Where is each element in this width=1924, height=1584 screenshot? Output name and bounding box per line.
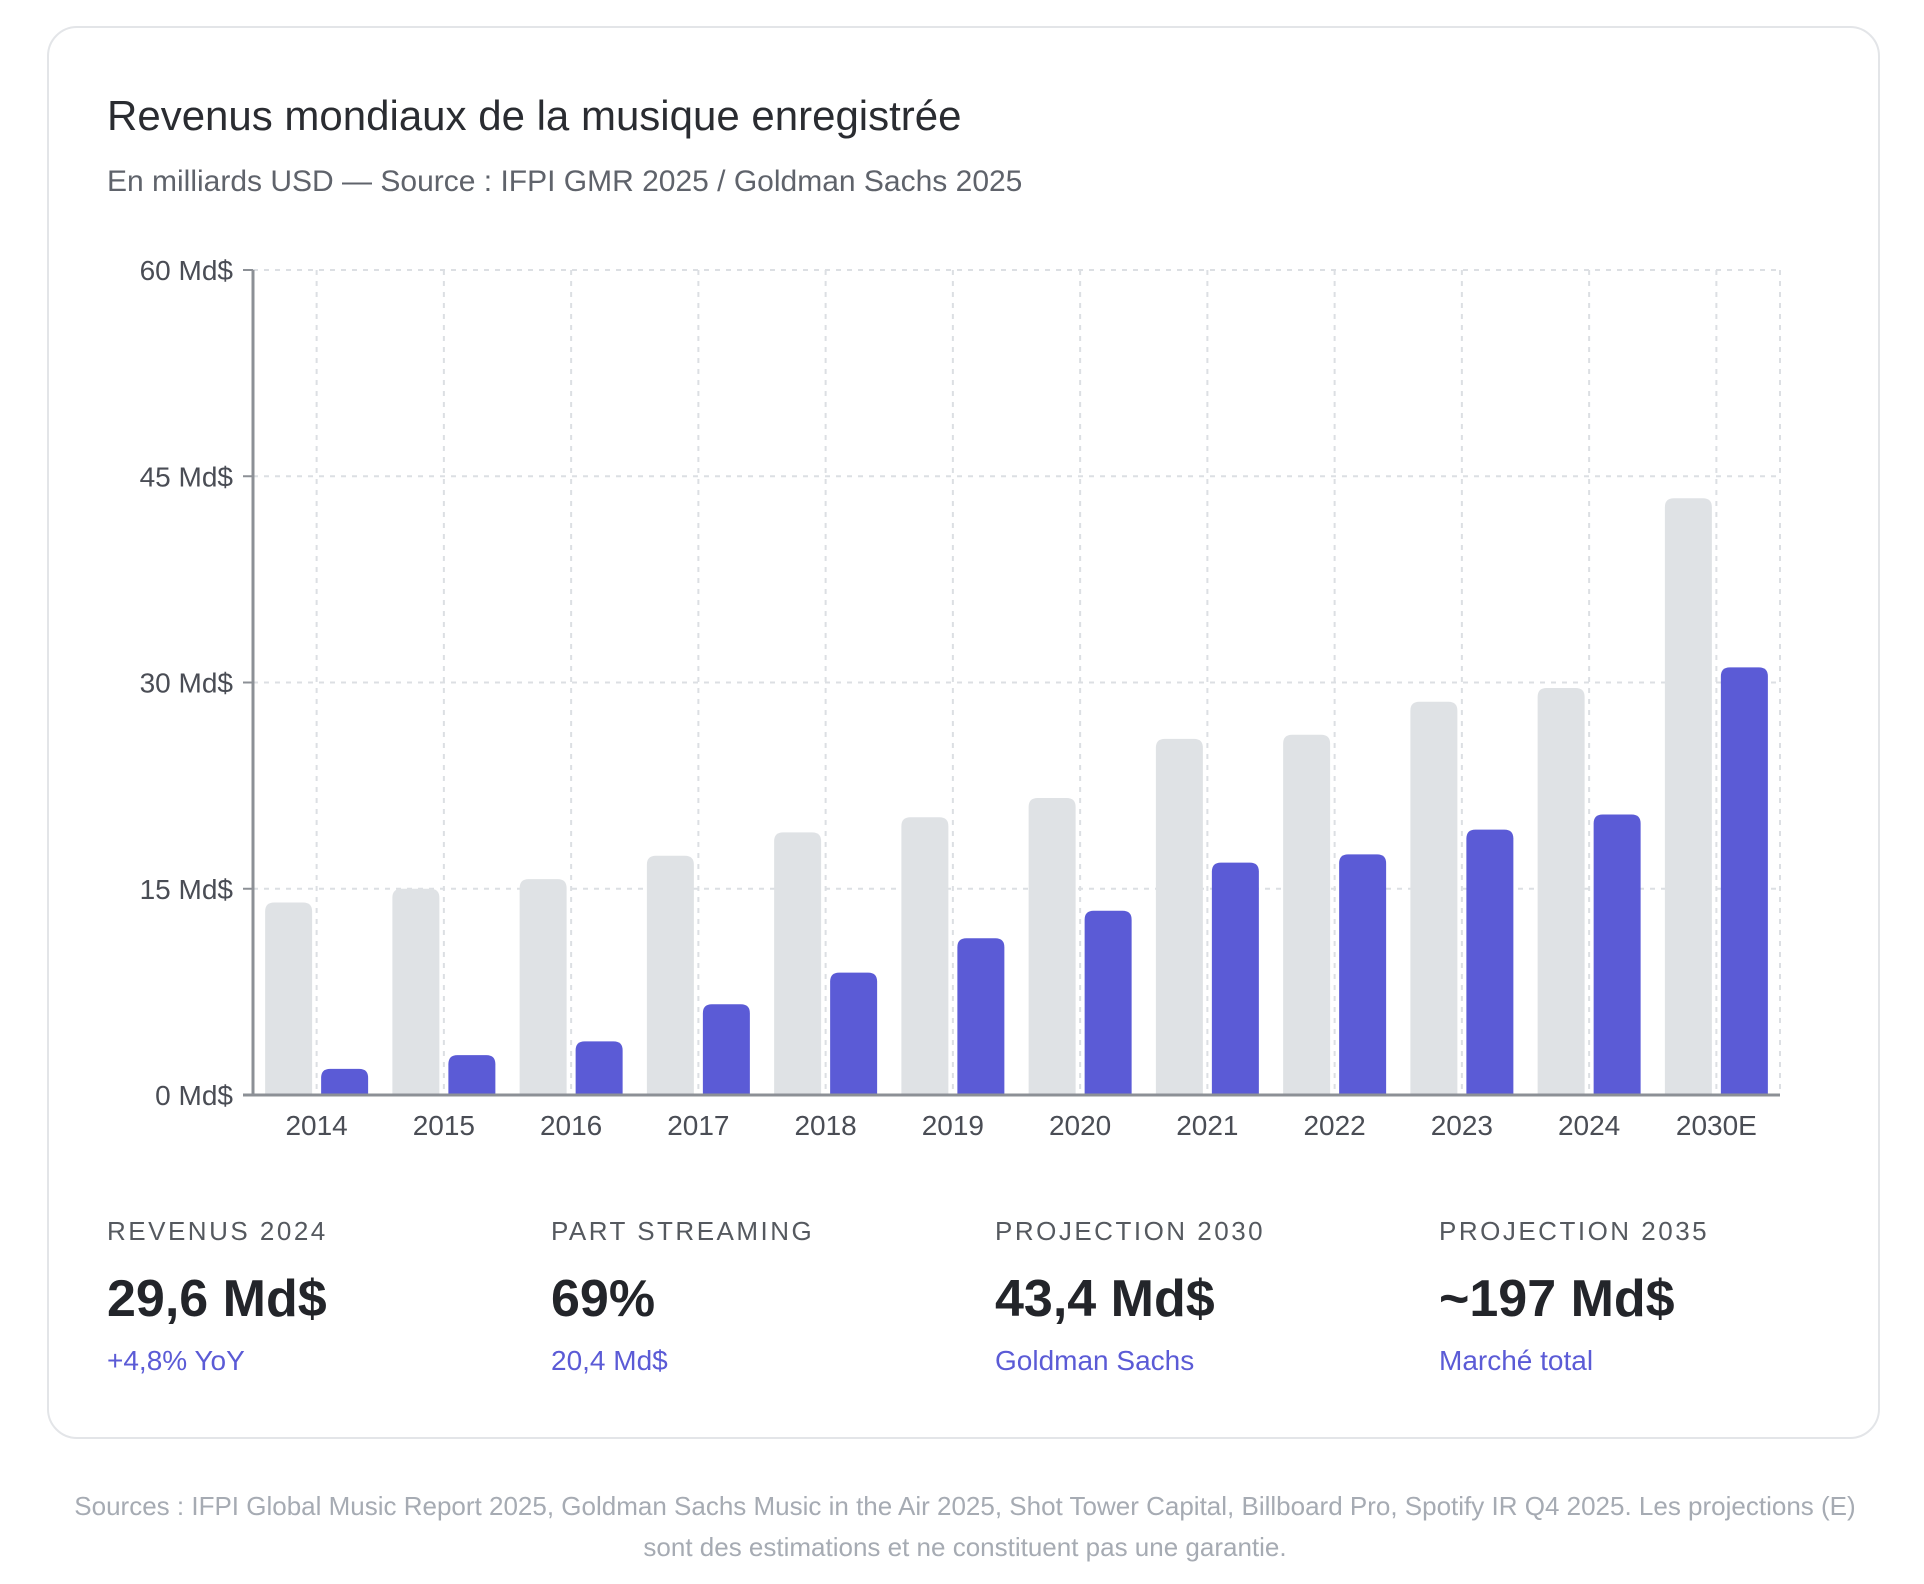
y-tick-label: 0 Md$ (155, 1080, 233, 1111)
bar-streaming-2019 (957, 938, 1005, 1095)
bar-total-2017 (646, 855, 694, 1095)
stat-value: 43,4 Md$ (995, 1270, 1215, 1328)
bar-total-2024 (1537, 688, 1585, 1095)
bars (265, 498, 1768, 1095)
bar-total-2022 (1283, 734, 1331, 1095)
bar-streaming-2015 (448, 1055, 496, 1095)
stat-note: Goldman Sachs (995, 1345, 1195, 1376)
bar-streaming-2030E (1720, 667, 1768, 1095)
stat-streaming-share: PART STREAMING 69% 20,4 Md$ (551, 1216, 971, 1377)
bar-streaming-2017 (702, 1004, 750, 1095)
bar-streaming-2014 (321, 1068, 369, 1095)
y-tick-label: 45 Md$ (140, 461, 234, 492)
stat-label: REVENUS 2024 (107, 1216, 328, 1246)
x-tick-label: 2019 (922, 1110, 984, 1141)
stat-note: +4,8% YoY (107, 1345, 245, 1376)
bar-streaming-2016 (575, 1041, 623, 1095)
bar-total-2020 (1028, 798, 1076, 1095)
x-tick-label: 2014 (285, 1110, 347, 1141)
stat-value: 69% (551, 1270, 656, 1328)
x-tick-label: 2016 (540, 1110, 602, 1141)
grid-lines (253, 269, 1781, 1095)
stat-label: PROJECTION 2030 (995, 1216, 1266, 1246)
bar-streaming-2024 (1593, 814, 1641, 1095)
stat-value: 29,6 Md$ (107, 1270, 327, 1328)
bar-streaming-2023 (1466, 829, 1514, 1095)
stat-note: 20,4 Md$ (551, 1345, 668, 1376)
bar-total-2015 (392, 888, 440, 1095)
kpi-stats: REVENUS 2024 29,6 Md$ +4,8% YoY PART STR… (107, 1216, 1847, 1396)
y-tick-label: 15 Md$ (140, 874, 234, 905)
x-tick-label: 2022 (1303, 1110, 1365, 1141)
tick-labels: 0 Md$ 15 Md$ 30 Md$ 45 Md$ 60 Md$ 2014 2015 201… (140, 255, 1757, 1141)
x-tick-label: 2017 (667, 1110, 729, 1141)
chart-subtitle: En milliards USD — Source : IFPI GMR 202… (107, 165, 1023, 198)
x-tick-label: 2030E (1676, 1110, 1757, 1141)
bar-streaming-2022 (1339, 854, 1387, 1095)
x-tick-label: 2021 (1176, 1110, 1238, 1141)
stat-value: ~197 Md$ (1439, 1270, 1675, 1328)
y-tick-label: 30 Md$ (140, 668, 234, 699)
x-tick-label: 2018 (794, 1110, 856, 1141)
bar-streaming-2020 (1084, 910, 1132, 1095)
bar-total-2023 (1410, 701, 1458, 1095)
chart-title: Revenus mondiaux de la musique enregistr… (107, 92, 962, 139)
stat-projection-2030: PROJECTION 2030 43,4 Md$ Goldman Sachs (995, 1216, 1415, 1377)
sources-footnote: Sources : IFPI Global Music Report 2025,… (74, 1491, 1856, 1562)
stat-label: PROJECTION 2035 (1439, 1216, 1710, 1246)
stat-projection-2035: PROJECTION 2035 ~197 Md$ Marché total (1439, 1216, 1859, 1377)
axes (243, 269, 1780, 1097)
bar-total-2021 (1155, 738, 1203, 1095)
x-tick-label: 2015 (413, 1110, 475, 1141)
stat-label: PART STREAMING (551, 1216, 815, 1246)
bar-streaming-2018 (830, 972, 878, 1095)
bar-total-2018 (774, 832, 822, 1095)
stat-revenue-2024: REVENUS 2024 29,6 Md$ +4,8% YoY (107, 1216, 527, 1377)
y-tick-label: 60 Md$ (140, 255, 234, 286)
bar-chart: 0 Md$ 15 Md$ 30 Md$ 45 Md$ 60 Md$ 2014 2015 201… (140, 255, 1781, 1141)
x-tick-label: 2023 (1431, 1110, 1493, 1141)
bar-total-2016 (519, 879, 567, 1095)
x-tick-label: 2024 (1558, 1110, 1620, 1141)
bar-total-2019 (901, 817, 949, 1095)
stat-note: Marché total (1439, 1345, 1594, 1376)
bar-total-2014 (265, 902, 313, 1095)
x-tick-label: 2020 (1049, 1110, 1111, 1141)
bar-total-2030E (1664, 498, 1712, 1095)
bar-streaming-2021 (1211, 862, 1259, 1095)
